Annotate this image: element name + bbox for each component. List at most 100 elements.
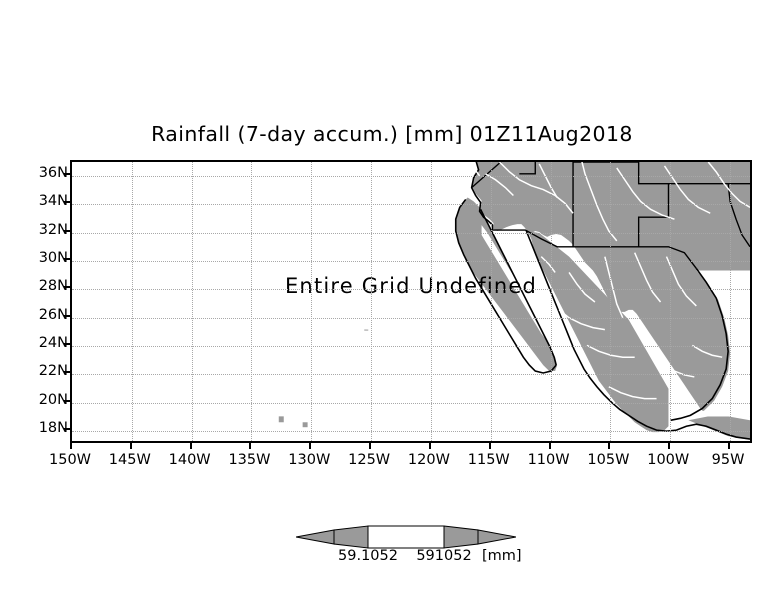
x-axis-tick	[428, 443, 431, 449]
coastline-gulf-campeche	[666, 423, 750, 440]
x-axis-tick	[189, 443, 192, 449]
gridline-horizontal	[72, 261, 750, 263]
gridline-vertical	[430, 162, 432, 441]
y-axis-tick-label: 18N	[38, 419, 68, 436]
page-title: Rainfall (7-day accum.) [mm] 01Z11Aug201…	[151, 122, 633, 146]
border-state-tx-east	[727, 183, 750, 248]
x-axis-tick	[129, 443, 132, 449]
y-axis-tick-label: 30N	[38, 250, 68, 267]
gridline-horizontal	[72, 345, 750, 347]
y-axis-tick	[64, 258, 70, 261]
gridline-vertical	[490, 162, 492, 441]
x-axis-tick	[608, 443, 611, 449]
island-dot	[543, 359, 548, 364]
x-axis-tick-label: 115W	[467, 452, 510, 468]
border-state-ca-nv	[471, 162, 502, 189]
y-axis-tick	[64, 314, 70, 317]
x-axis-tick	[548, 443, 551, 449]
x-axis-tick-label: 150W	[48, 452, 92, 468]
x-axis-tick-label: 125W	[348, 452, 391, 468]
gridline-horizontal	[72, 204, 750, 206]
gridline-horizontal	[72, 176, 750, 178]
y-axis-tick	[64, 427, 70, 430]
gulf-of-california	[481, 225, 552, 342]
x-axis-tick-label: 145W	[108, 452, 151, 468]
gridline-horizontal	[72, 289, 750, 291]
gridline-vertical	[610, 162, 612, 441]
gridline-vertical	[311, 162, 313, 441]
pacific-ocean	[72, 201, 550, 385]
x-axis-tick	[70, 443, 72, 449]
x-axis-tick	[369, 443, 372, 449]
border-state-nv-ut	[519, 162, 536, 175]
x-axis-tick	[309, 443, 312, 449]
gridline-horizontal	[72, 317, 750, 319]
x-axis-tick-label: 130W	[288, 452, 331, 468]
gridline-horizontal	[72, 374, 750, 376]
gridline-vertical	[550, 162, 552, 441]
landmass-baja-california	[455, 197, 558, 372]
y-axis-tick	[64, 399, 70, 402]
gridline-vertical	[670, 162, 672, 441]
colorbar-segment-mid	[367, 525, 445, 549]
x-axis-tick-label: 95W	[711, 452, 745, 468]
coastline-california	[470, 162, 494, 231]
y-axis-tick	[64, 229, 70, 232]
gridline-horizontal	[72, 232, 750, 234]
y-axis-tick-label: 24N	[38, 334, 68, 351]
y-axis-tick-label: 36N	[38, 165, 68, 182]
x-axis-tick	[668, 443, 671, 449]
x-axis-tick	[728, 443, 731, 449]
colorbar-extend-right	[477, 529, 516, 545]
y-axis-tick-label: 20N	[38, 391, 68, 408]
colorbar-units-label: [mm]	[482, 548, 522, 564]
gridline-vertical	[371, 162, 373, 441]
landmass-yucatan	[688, 416, 750, 441]
coastline-mexico-pacific	[525, 230, 667, 432]
gridline-vertical	[251, 162, 253, 441]
colorbar-extend-left	[296, 529, 335, 545]
x-axis-tick	[488, 443, 491, 449]
y-axis-tick-label: 26N	[38, 306, 68, 323]
gridline-horizontal	[72, 430, 750, 432]
coastline-baja-east	[479, 208, 557, 366]
colorbar-segment-low	[333, 525, 369, 549]
border-state-nm-tx	[637, 162, 670, 247]
x-axis-tick-label: 105W	[587, 452, 630, 468]
coastline-baja-west	[454, 198, 557, 374]
colorbar[interactable]: 59.1052 591052 [mm]	[296, 524, 522, 568]
gridline-vertical	[191, 162, 193, 441]
gridline-horizontal	[72, 402, 750, 404]
y-axis-tick-label: 22N	[38, 363, 68, 380]
colorbar-swatches	[296, 525, 516, 549]
map-geography	[72, 162, 750, 441]
x-axis-tick-label: 140W	[168, 452, 211, 468]
y-axis-tick-label: 34N	[38, 193, 68, 210]
gulf-of-mexico	[692, 270, 750, 417]
y-axis-tick-label: 28N	[38, 278, 68, 295]
map-plot-frame[interactable]: Entire Grid Undefined	[70, 160, 752, 443]
map-canvas	[72, 162, 750, 441]
rivers	[469, 162, 750, 400]
x-axis-tick-label: 110W	[527, 452, 570, 468]
y-axis-tick-label: 32N	[38, 221, 68, 238]
colorbar-tick-label-0: 59.1052	[338, 548, 398, 564]
coastline-gulf-texas	[670, 268, 729, 422]
gridline-vertical	[730, 162, 732, 441]
island-dot	[278, 416, 284, 423]
y-axis-tick	[64, 201, 70, 204]
x-axis-tick-label: 120W	[407, 452, 450, 468]
x-axis-tick	[249, 443, 252, 449]
colorbar-segment-high	[443, 525, 479, 549]
y-axis-tick	[64, 173, 70, 176]
gridline-vertical	[131, 162, 133, 441]
x-axis-tick-label: 100W	[647, 452, 690, 468]
y-axis-tick	[64, 342, 70, 345]
colorbar-tick-label-1: 591052	[416, 548, 472, 564]
island-dot	[302, 422, 308, 428]
y-axis-tick	[64, 286, 70, 289]
y-axis-tick	[64, 371, 70, 374]
x-axis-tick-label: 135W	[228, 452, 271, 468]
landmass-mexico-west-coast	[527, 231, 669, 433]
